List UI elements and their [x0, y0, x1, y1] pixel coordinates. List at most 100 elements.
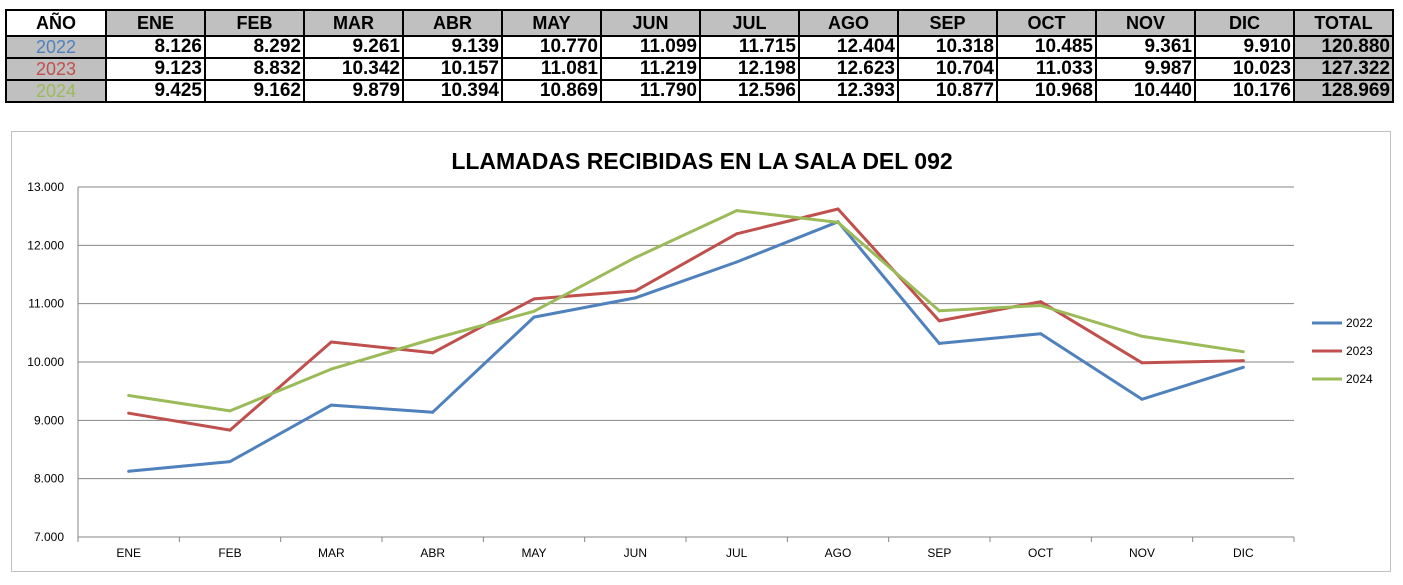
- data-point-2023: [431, 351, 435, 355]
- x-tick-label: NOV: [1129, 546, 1155, 560]
- year-cell: 2022: [5, 35, 107, 59]
- data-point-2022: [1140, 397, 1144, 401]
- data-point-2022: [633, 296, 637, 300]
- data-point-2024: [127, 394, 131, 398]
- x-tick-label: JUL: [726, 546, 748, 560]
- value-cell: 9.987: [1095, 57, 1196, 81]
- y-tick-label: 11.000: [28, 297, 64, 311]
- table-header-row: AÑO ENE FEB MAR ABR MAY JUN JUL AGO SEP …: [5, 9, 1394, 37]
- table-row: 2023 9.123 8.832 10.342 10.157 11.081 11…: [5, 57, 1394, 81]
- y-tick-label: 12.000: [27, 238, 64, 252]
- data-point-2024: [1140, 334, 1144, 338]
- value-cell: 9.139: [402, 35, 503, 59]
- x-tick-label: SEP: [927, 546, 951, 560]
- value-cell: 10.968: [996, 79, 1097, 103]
- value-cell: 8.832: [204, 57, 305, 81]
- data-point-2024: [329, 367, 333, 371]
- value-cell: 11.033: [996, 57, 1097, 81]
- value-cell: 8.292: [204, 35, 305, 59]
- value-cell: 12.404: [798, 35, 899, 59]
- x-tick-label: MAR: [318, 546, 345, 560]
- month-header: JUL: [699, 9, 800, 37]
- x-tick-label: ENE: [116, 546, 141, 560]
- legend-label-2022: 2022: [1346, 316, 1373, 330]
- value-cell: 11.219: [600, 57, 701, 81]
- data-point-2022: [228, 460, 232, 464]
- data-point-2023: [937, 319, 941, 323]
- value-cell: 10.770: [501, 35, 602, 59]
- data-point-2024: [431, 337, 435, 341]
- month-header: ABR: [402, 9, 503, 37]
- data-point-2022: [735, 260, 739, 264]
- value-cell: 12.198: [699, 57, 800, 81]
- table-row: 2024 9.425 9.162 9.879 10.394 10.869 11.…: [5, 79, 1394, 103]
- value-cell: 9.910: [1194, 35, 1295, 59]
- total-cell: 127.322: [1293, 57, 1394, 81]
- data-point-2023: [228, 428, 232, 432]
- x-tick-label: ABR: [420, 546, 445, 560]
- month-header: DIC: [1194, 9, 1295, 37]
- legend-label-2023: 2023: [1346, 344, 1373, 358]
- line-chart: LLAMADAS RECIBIDAS EN LA SALA DEL 092 7.…: [27, 148, 1373, 560]
- month-header: MAY: [501, 9, 602, 37]
- value-cell: 11.099: [600, 35, 701, 59]
- year-cell: 2023: [5, 57, 107, 81]
- data-point-2024: [735, 209, 739, 213]
- value-cell: 10.394: [402, 79, 503, 103]
- data-point-2024: [532, 309, 536, 313]
- table-row: 2022 8.126 8.292 9.261 9.139 10.770 11.0…: [5, 35, 1394, 59]
- value-cell: 10.440: [1095, 79, 1196, 103]
- y-tick-label: 8.000: [34, 472, 64, 486]
- value-cell: 10.176: [1194, 79, 1295, 103]
- data-point-2023: [127, 411, 131, 415]
- data-point-2024: [836, 220, 840, 224]
- value-cell: 10.318: [897, 35, 998, 59]
- value-cell: 11.715: [699, 35, 800, 59]
- data-point-2023: [329, 340, 333, 344]
- value-cell: 10.485: [996, 35, 1097, 59]
- data-point-2022: [1039, 332, 1043, 336]
- chart-title: LLAMADAS RECIBIDAS EN LA SALA DEL 092: [451, 148, 952, 174]
- month-header: JUN: [600, 9, 701, 37]
- data-point-2022: [1241, 365, 1245, 369]
- month-header: FEB: [204, 9, 305, 37]
- data-table: AÑO ENE FEB MAR ABR MAY JUN JUL AGO SEP …: [5, 9, 1394, 103]
- value-cell: 9.425: [105, 79, 206, 103]
- month-header: AGO: [798, 9, 899, 37]
- value-cell: 11.081: [501, 57, 602, 81]
- data-point-2023: [1241, 359, 1245, 363]
- y-tick-label: 10.000: [27, 355, 64, 369]
- x-tick-label: OCT: [1028, 546, 1054, 560]
- total-cell: 128.969: [1293, 79, 1394, 103]
- month-header: ENE: [105, 9, 206, 37]
- data-point-2023: [633, 289, 637, 293]
- data-point-2024: [228, 409, 232, 413]
- data-point-2024: [1241, 350, 1245, 354]
- data-point-2024: [633, 256, 637, 260]
- y-tick-label: 9.000: [34, 413, 64, 427]
- data-point-2022: [937, 341, 941, 345]
- value-cell: 9.162: [204, 79, 305, 103]
- x-tick-label: JUN: [624, 546, 647, 560]
- month-header: NOV: [1095, 9, 1196, 37]
- series-line-2024: [128, 209, 1244, 413]
- data-point-2023: [1140, 361, 1144, 365]
- value-cell: 10.877: [897, 79, 998, 103]
- data-point-2023: [532, 297, 536, 301]
- value-cell: 10.869: [501, 79, 602, 103]
- series-line-2022: [128, 220, 1244, 473]
- y-tick-label: 13.000: [27, 180, 64, 194]
- total-column-header: TOTAL: [1293, 9, 1394, 37]
- value-cell: 9.261: [303, 35, 404, 59]
- data-point-2022: [431, 410, 435, 414]
- value-cell: 8.126: [105, 35, 206, 59]
- data-point-2022: [329, 403, 333, 407]
- x-tick-label: AGO: [825, 546, 852, 560]
- value-cell: 10.023: [1194, 57, 1295, 81]
- x-tick-label: FEB: [218, 546, 241, 560]
- value-cell: 10.342: [303, 57, 404, 81]
- y-tick-label: 7.000: [34, 530, 64, 544]
- data-point-2022: [127, 469, 131, 473]
- value-cell: 9.361: [1095, 35, 1196, 59]
- data-point-2023: [735, 232, 739, 236]
